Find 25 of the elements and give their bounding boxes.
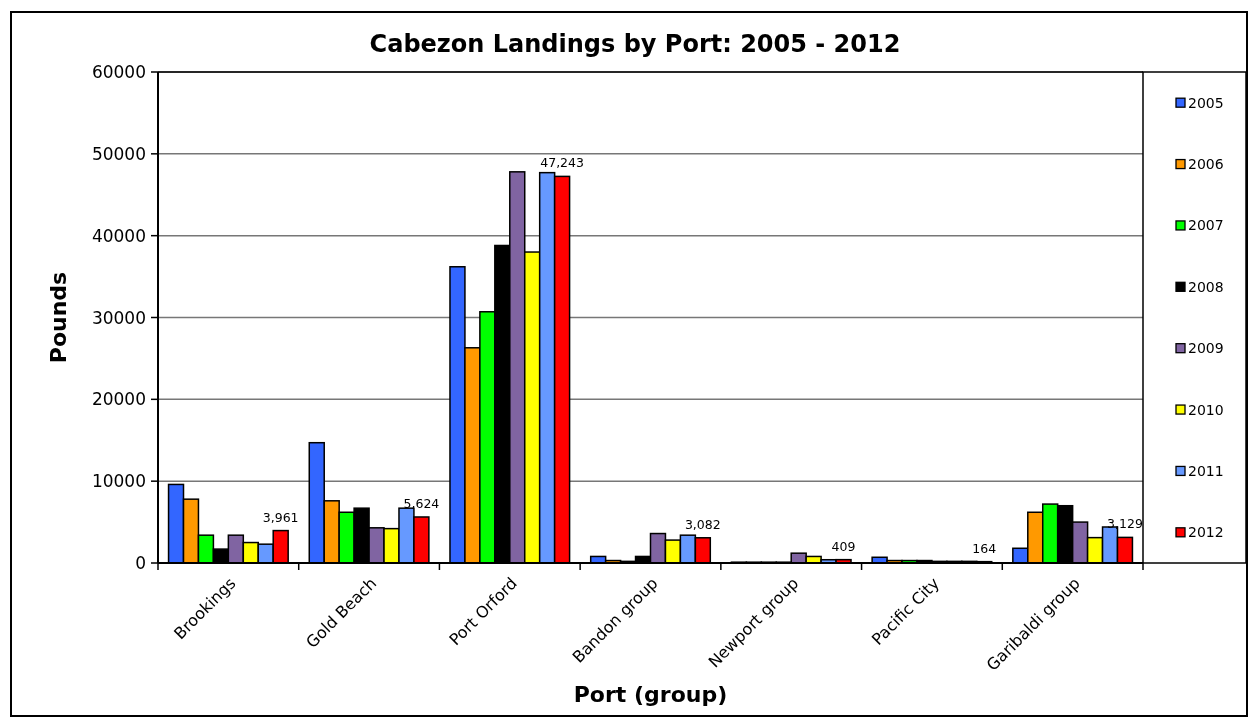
legend-label: 2007 bbox=[1188, 217, 1224, 234]
data-label: 5,624 bbox=[403, 495, 440, 511]
y-tick-label: 50000 bbox=[91, 143, 146, 164]
y-axis-title: Pounds bbox=[45, 271, 71, 364]
legend-label: 2012 bbox=[1188, 524, 1224, 541]
y-tick-label: 40000 bbox=[91, 225, 146, 246]
chart-title: Cabezon Landings by Port: 2005 - 2012 bbox=[369, 30, 901, 58]
legend-label: 2009 bbox=[1188, 340, 1224, 357]
y-tick-label: 10000 bbox=[91, 471, 146, 492]
data-label: 3,082 bbox=[684, 516, 721, 532]
x-axis-title: Port (group) bbox=[573, 682, 728, 707]
y-tick-label: 0 bbox=[135, 553, 146, 573]
data-label: 47,243 bbox=[540, 155, 584, 171]
data-label: 164 bbox=[972, 540, 997, 556]
legend-label: 2010 bbox=[1188, 401, 1224, 418]
y-tick-label: 60000 bbox=[91, 62, 146, 82]
y-tick-label: 30000 bbox=[91, 307, 146, 328]
data-label: 3,129 bbox=[1107, 516, 1143, 532]
y-tick-label: 20000 bbox=[91, 389, 146, 410]
legend-label: 2008 bbox=[1188, 278, 1224, 295]
legend-label: 2011 bbox=[1188, 462, 1224, 479]
legend-label: 2006 bbox=[1188, 156, 1224, 173]
data-label: 409 bbox=[831, 538, 856, 554]
data-label: 3,961 bbox=[262, 509, 299, 525]
legend-label: 2005 bbox=[1188, 94, 1224, 111]
